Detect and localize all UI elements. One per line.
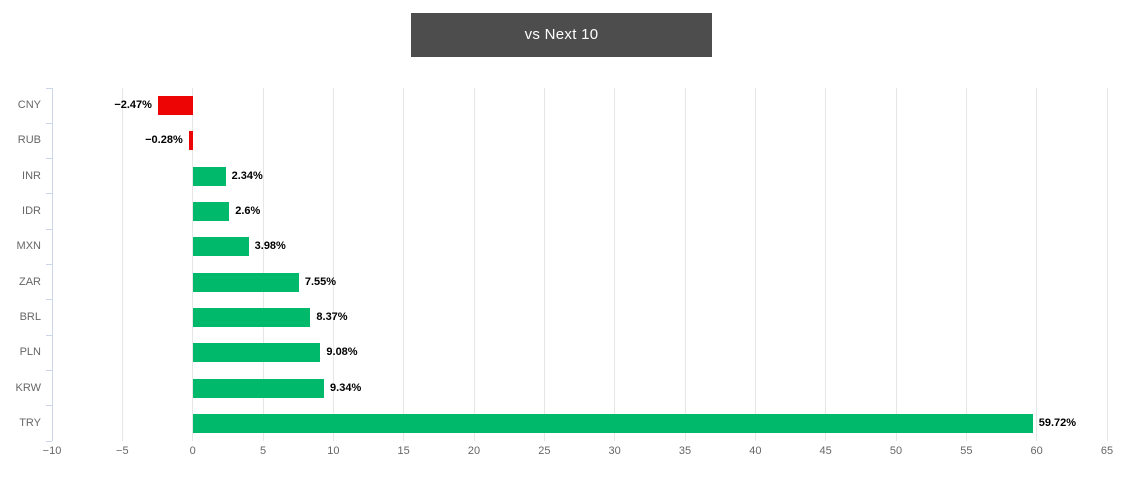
- gridline: [262, 88, 264, 441]
- category-tick: [46, 158, 52, 160]
- value-label-rub: −0.28%: [145, 134, 183, 147]
- bar-krw: [192, 378, 325, 398]
- bar-try: [192, 413, 1033, 433]
- bar-rub: [188, 131, 193, 151]
- value-label-inr: 2.34%: [231, 169, 263, 182]
- value-label-idr: 2.6%: [235, 205, 261, 218]
- chart-title: vs Next 10: [411, 13, 712, 57]
- category-label-krw: KRW: [15, 381, 41, 394]
- gridline: [825, 88, 827, 441]
- category-tick: [46, 299, 52, 301]
- x-axis-tick-label: 40: [749, 445, 762, 457]
- gridline: [1036, 88, 1038, 441]
- category-label-pln: PLN: [19, 346, 41, 359]
- x-axis-tick-label: 55: [960, 445, 973, 457]
- gridline: [543, 88, 545, 441]
- category-label-mxn: MXN: [16, 240, 41, 253]
- category-label-brl: BRL: [19, 310, 41, 323]
- x-axis-tick-label: 45: [819, 445, 832, 457]
- category-tick: [46, 369, 52, 371]
- category-tick: [46, 440, 52, 442]
- category-axis-line: [51, 88, 53, 441]
- x-axis-tick-label: 0: [189, 445, 196, 457]
- category-tick: [46, 193, 52, 195]
- gridline: [965, 88, 967, 441]
- gridline: [473, 88, 475, 441]
- x-axis-tick-label: −10: [42, 445, 62, 457]
- gridline: [403, 88, 405, 441]
- gridline: [754, 88, 756, 441]
- x-axis-tick-label: −5: [116, 445, 129, 457]
- bar-mxn: [192, 237, 249, 257]
- x-axis-tick-label: 50: [889, 445, 903, 457]
- category-tick: [46, 87, 52, 89]
- category-label-rub: RUB: [17, 134, 41, 147]
- category-label-cny: CNY: [17, 99, 41, 112]
- bar-brl: [192, 307, 311, 327]
- bar-inr: [192, 166, 226, 186]
- category-tick: [46, 264, 52, 265]
- gridline: [332, 88, 334, 441]
- value-label-krw: 9.34%: [330, 381, 362, 394]
- x-axis-tick-label: 35: [678, 445, 692, 457]
- bar-zar: [192, 272, 299, 292]
- value-label-try: 59.72%: [1038, 416, 1077, 429]
- bar-pln: [192, 343, 321, 363]
- category-tick: [46, 228, 52, 230]
- gridline: [895, 88, 897, 441]
- x-axis-tick-label: 60: [1030, 445, 1043, 457]
- value-label-cny: −2.47%: [114, 99, 152, 112]
- category-label-idr: IDR: [22, 205, 41, 218]
- x-axis-tick-label: 25: [538, 445, 551, 457]
- gridline: [121, 88, 123, 441]
- gridline: [684, 88, 686, 441]
- x-axis-tick-label: 15: [397, 445, 410, 457]
- category-tick: [46, 334, 52, 336]
- category-label-inr: INR: [22, 169, 41, 182]
- gridline: [192, 88, 194, 441]
- gridline: [614, 88, 616, 441]
- bar-idr: [192, 202, 230, 222]
- x-axis-tick-label: 65: [1100, 445, 1114, 457]
- x-axis-tick-label: 5: [259, 445, 267, 457]
- x-axis-tick-label: 20: [467, 445, 481, 457]
- category-tick: [46, 122, 52, 124]
- value-label-brl: 8.37%: [316, 310, 348, 323]
- bar-cny: [157, 96, 193, 116]
- value-label-mxn: 3.98%: [254, 240, 286, 253]
- category-tick: [46, 405, 52, 407]
- x-axis-tick-label: 10: [327, 445, 340, 457]
- category-label-try: TRY: [19, 416, 41, 429]
- value-label-pln: 9.08%: [326, 346, 358, 359]
- category-label-zar: ZAR: [19, 275, 41, 288]
- gridline: [1106, 88, 1108, 441]
- value-label-zar: 7.55%: [304, 275, 337, 288]
- x-axis-tick-label: 30: [608, 445, 621, 457]
